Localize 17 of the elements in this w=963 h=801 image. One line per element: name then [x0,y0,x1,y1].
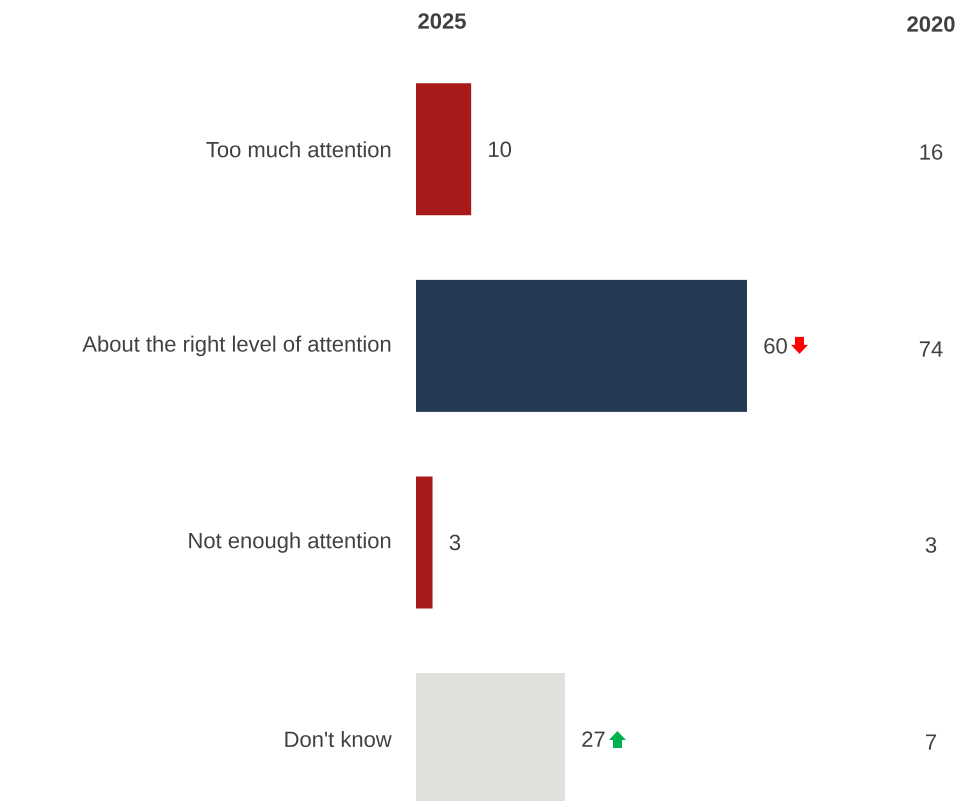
y-tick-label: Not enough attention [189,532,390,553]
text: 3 [926,537,936,553]
bar [416,476,433,608]
bar [416,83,472,216]
y-tick-label: Too much attention [206,141,390,158]
text: 74 [920,341,943,357]
text: 16 [920,144,942,160]
y-tick-label: About the right level of attention [82,336,390,356]
text: 2020 [907,16,955,32]
y-tick-label: Don't know [285,730,392,748]
text: 7 [926,734,936,750]
data-label: 60 [764,338,787,354]
data-label: 27 [582,731,605,747]
chart-title: 2025 [418,13,466,29]
data-label: 3 [450,534,460,550]
bar [416,280,747,412]
data-label: 10 [489,142,512,158]
